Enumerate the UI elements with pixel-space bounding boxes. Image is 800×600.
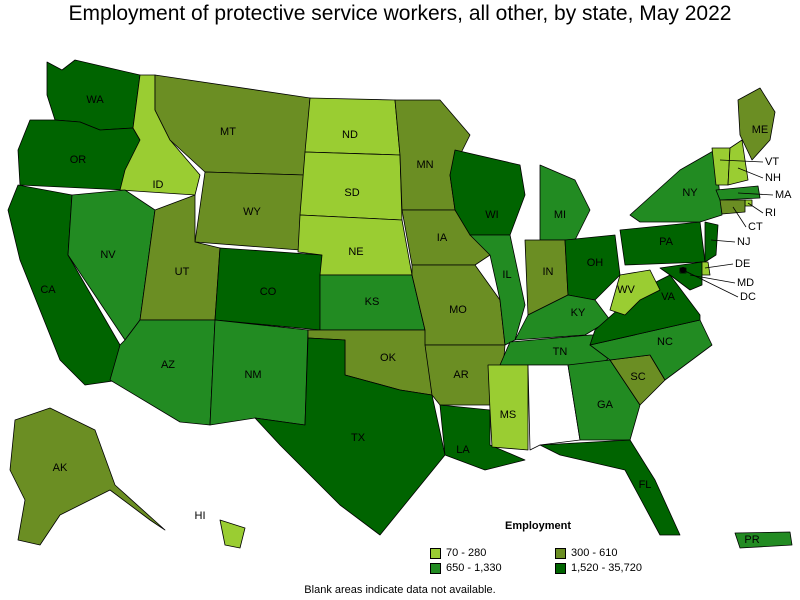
state-label-or: OR: [70, 154, 87, 166]
leader-line-ct: [732, 206, 747, 228]
state-label-fl: FL: [639, 479, 652, 491]
state-label-nd: ND: [342, 129, 358, 141]
state-ct[interactable]: [719, 199, 746, 215]
state-label-nv: NV: [100, 249, 116, 261]
state-label-mo: MO: [449, 304, 467, 316]
state-label-co: CO: [260, 286, 277, 298]
state-label-nc: NC: [657, 336, 673, 348]
state-label-ca: CA: [40, 284, 56, 296]
legend-label: 1,520 - 35,720: [571, 562, 642, 574]
state-label-ia: IA: [437, 232, 448, 244]
footnote: Blank areas indicate data not available.: [304, 584, 496, 596]
state-label-sc: SC: [630, 371, 645, 383]
leader-line-vt: [719, 159, 764, 163]
state-label-sd: SD: [344, 187, 359, 199]
state-oh[interactable]: [564, 234, 621, 301]
state-label-il: IL: [502, 269, 511, 281]
map-title: Employment of protective service workers…: [68, 2, 732, 25]
state-label-mt: MT: [220, 126, 236, 138]
state-ia[interactable]: [401, 209, 491, 266]
state-ak[interactable]: [9, 407, 166, 546]
state-label-tx: TX: [351, 432, 366, 444]
state-label-mi: MI: [554, 209, 566, 221]
leader-line-de: [704, 263, 734, 269]
state-label-ok: OK: [380, 352, 397, 364]
state-label-tn: TN: [553, 346, 568, 358]
state-label-me: ME: [752, 124, 769, 136]
legend-item-300-610: 300 - 610: [555, 547, 617, 559]
dc-marker: [680, 267, 686, 273]
state-az[interactable]: [109, 319, 216, 426]
state-label-va: VA: [661, 291, 676, 303]
state-md[interactable]: [659, 261, 703, 291]
state-pr[interactable]: [734, 531, 793, 549]
state-ny[interactable]: [629, 149, 723, 223]
state-ky[interactable]: [514, 294, 611, 341]
state-label-wy: WY: [243, 206, 261, 218]
state-nj[interactable]: [704, 221, 719, 263]
legend-label: 300 - 610: [571, 547, 618, 559]
state-label-ks: KS: [365, 296, 380, 308]
legend-swatch: [555, 562, 566, 574]
state-label-ma: MA: [775, 189, 792, 201]
state-label-ut: UT: [175, 266, 190, 278]
state-tx[interactable]: [254, 337, 446, 536]
leader-line-nh: [737, 167, 764, 179]
legend-swatch: [430, 547, 441, 559]
state-label-ak: AK: [53, 462, 68, 474]
state-me[interactable]: [737, 87, 776, 161]
legend-item-650-1330: 650 - 1,330: [430, 562, 502, 574]
state-nd[interactable]: [304, 97, 401, 156]
state-label-wi: WI: [485, 209, 498, 221]
state-label-de: DE: [735, 258, 750, 270]
legend-item-1520-35720: 1,520 - 35,720: [555, 562, 642, 574]
state-label-oh: OH: [587, 257, 604, 269]
state-label-id: ID: [153, 179, 164, 191]
state-label-ms: MS: [500, 409, 517, 421]
state-label-ar: AR: [453, 369, 468, 381]
state-hi[interactable]: [219, 519, 246, 549]
state-label-in: IN: [543, 266, 554, 278]
state-label-nm: NM: [244, 369, 261, 381]
state-label-pr: PR: [744, 534, 759, 546]
leader-line-ri: [747, 202, 764, 214]
legend-label: 70 - 280: [446, 547, 487, 559]
state-label-mn: MN: [416, 159, 433, 171]
state-label-ri: RI: [765, 207, 776, 219]
state-ms[interactable]: [487, 364, 529, 451]
state-label-nj: NJ: [737, 236, 750, 248]
legend-title: Employment: [505, 520, 572, 532]
state-wv[interactable]: [609, 269, 661, 316]
leader-line-dc: [682, 269, 739, 298]
state-label-ne: NE: [348, 246, 363, 258]
state-nh[interactable]: [727, 139, 749, 186]
legend-item-70-280: 70 - 280: [430, 547, 486, 559]
state-label-ky: KY: [571, 307, 586, 319]
state-label-ct: CT: [748, 221, 763, 233]
state-label-wa: WA: [86, 94, 104, 106]
legend-label: 650 - 1,330: [446, 562, 502, 574]
leader-line-ma: [737, 192, 774, 196]
state-label-az: AZ: [161, 359, 175, 371]
state-label-dc: DC: [740, 291, 756, 303]
state-label-wv: WV: [617, 284, 635, 296]
state-label-nh: NH: [765, 172, 781, 184]
leader-line-md: [689, 274, 736, 284]
state-ar[interactable]: [424, 344, 506, 406]
state-label-ny: NY: [682, 187, 698, 199]
legend-swatch: [430, 562, 441, 574]
state-label-hi: HI: [195, 510, 206, 522]
legend-swatch: [555, 547, 566, 559]
state-mi[interactable]: [539, 164, 591, 241]
state-label-la: LA: [456, 444, 470, 456]
leader-line-nj: [710, 239, 736, 243]
state-label-vt: VT: [765, 156, 779, 168]
state-al[interactable]: [527, 364, 581, 451]
state-label-pa: PA: [659, 236, 674, 248]
state-label-ga: GA: [597, 399, 614, 411]
state-fl[interactable]: [539, 439, 681, 536]
state-label-md: MD: [737, 277, 754, 289]
